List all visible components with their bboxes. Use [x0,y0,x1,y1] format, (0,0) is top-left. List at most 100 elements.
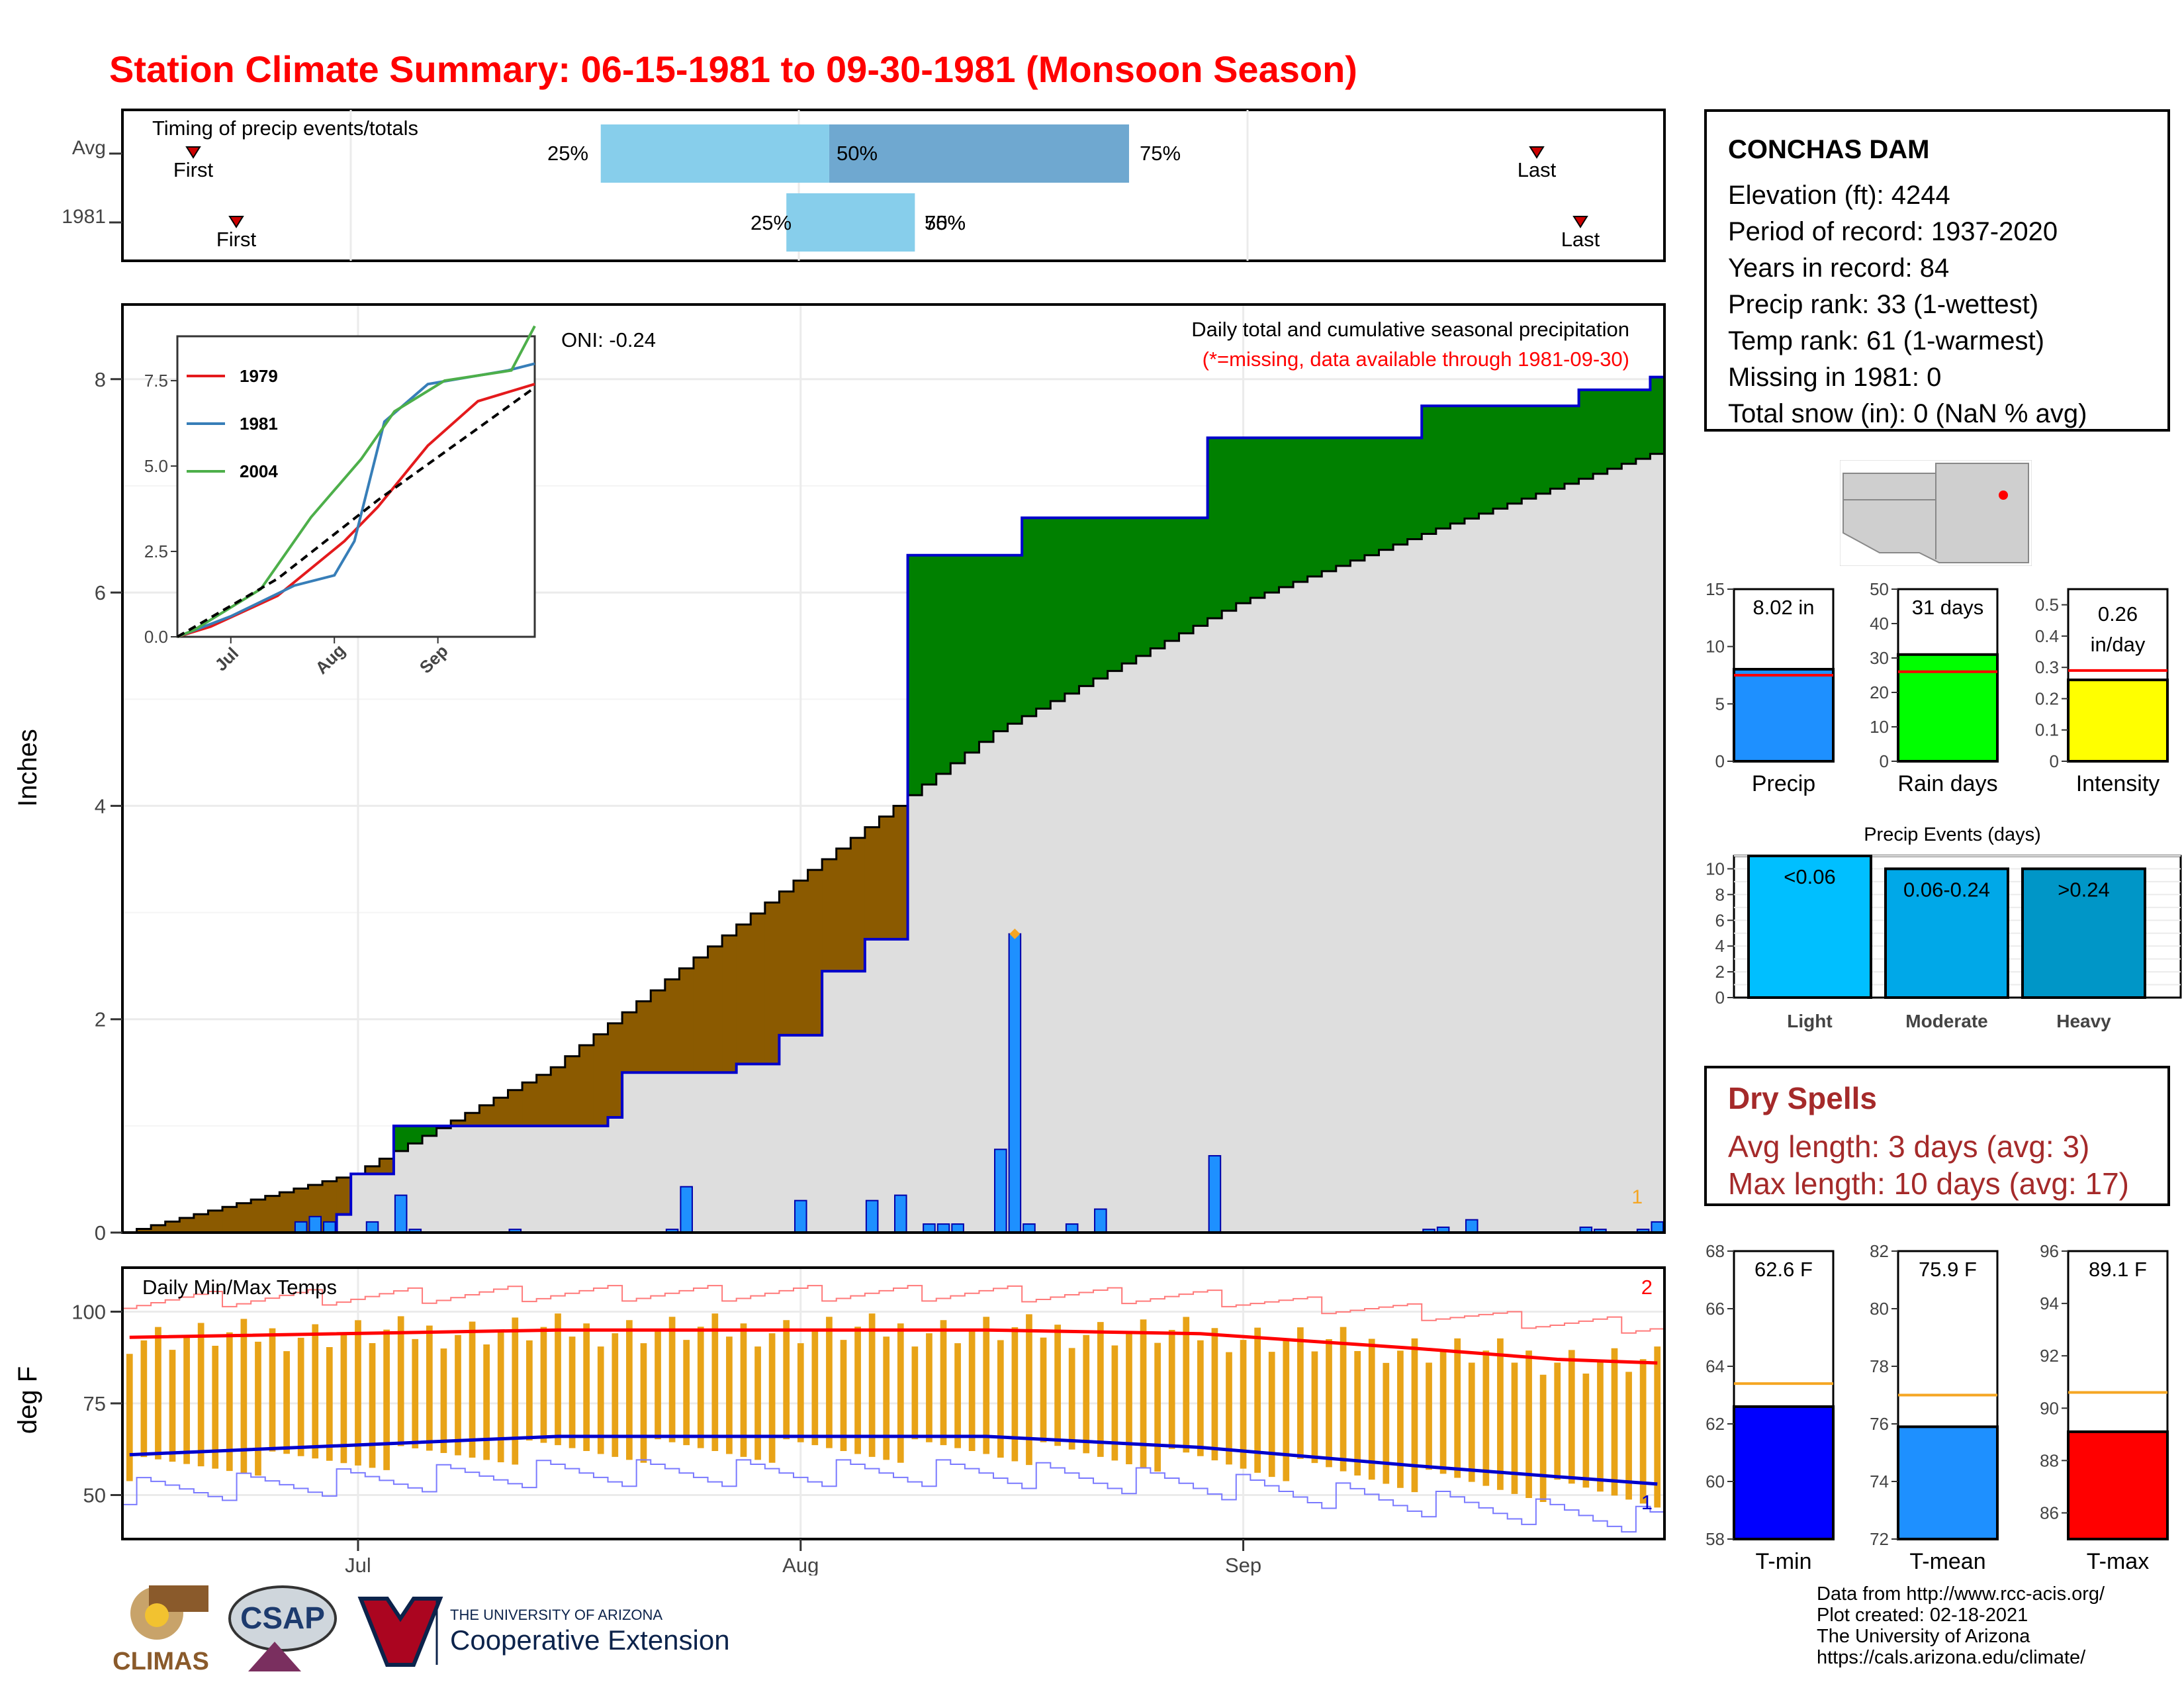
inset-ytick-label: 2.5 [144,541,168,561]
precip-note: (*=missing, data available through 1981-… [1203,348,1629,371]
surplus-column [1222,438,1237,611]
temp-stat-category-label: T-mean [1909,1549,1985,1574]
stat-bar-precip [1733,667,1835,763]
deficit-column [793,880,809,1035]
deficit-column [593,1034,609,1126]
deficit-column [736,924,751,1064]
deficit-column [551,1067,566,1126]
location-map [1840,460,2032,566]
climas-text: CLIMAS [113,1648,209,1675]
surplus-column [907,555,923,796]
stat-ytick-label: 0.4 [2035,626,2059,646]
surplus-column [1250,438,1265,598]
deficit-column [236,1203,251,1233]
surplus-column [1550,406,1565,489]
deficit-column [579,1045,594,1126]
month-tick-label: Aug [782,1554,819,1575]
surplus-column [1407,438,1422,539]
stat-value-label: 8.02 in [1752,596,1814,619]
surplus-column [1079,518,1094,686]
station-elevation: Elevation (ft): 4244 [1728,181,1950,210]
surplus-column [1093,518,1109,679]
credits: Data from http://www.rcc-acis.org/ Plot … [1817,1583,2105,1668]
stat-value-label: 31 days [1912,596,1984,619]
surplus-column [1050,518,1066,702]
events-bar [1884,867,2009,999]
deficit-column [479,1105,494,1126]
temp-corner-top: 2 [1641,1276,1653,1299]
temp-stat-value-label: 89.1 F [2089,1258,2147,1281]
inset-legend-label: 1979 [240,366,278,386]
surplus-column [393,1125,409,1151]
temp-stat-ytick-label: 74 [1870,1472,1889,1491]
daily-precip-bar [994,1149,1007,1234]
station-snow: Total snow (in): 0 (NaN % avg) [1728,399,2087,428]
y1981-last-label: Last [1561,228,1600,251]
surplus-column [1435,406,1451,529]
events-bar [2021,867,2146,999]
surplus-column [1607,389,1622,469]
temp-ytick-label: 50 [83,1484,106,1507]
surplus-column [422,1125,437,1136]
y1981-first-label: First [216,228,257,251]
avg-first-label: First [173,158,214,181]
temp-stat-ytick-label: 62 [1706,1414,1725,1434]
avg-cumulative-line [122,453,1664,1234]
inset-ytick-label: 5.0 [144,456,168,476]
temp-stat-ytick-label: 92 [2040,1346,2059,1366]
surplus-column [993,555,1009,731]
daily-precip-bar [680,1186,693,1233]
timing-row-avg: Avg [72,137,106,159]
credit-url: https://cals.arizona.edu/climate/ [1817,1647,2086,1668]
temp-stat-bar [1733,1405,1835,1540]
deficit-column [565,1056,580,1126]
surplus-column [1193,518,1208,626]
inset-series-line [176,386,536,638]
deficit-column [707,946,723,1073]
surplus-column [1264,438,1280,593]
temp-stat-ytick-label: 60 [1706,1472,1725,1491]
surplus-column [1422,406,1437,534]
temp-stat-ytick-label: 82 [1870,1241,1889,1261]
surplus-column [1650,377,1665,454]
stat-bar-intensity [2067,679,2169,763]
inset-frame [176,335,536,638]
deficit-column [251,1199,266,1233]
station-period: Period of record: 1937-2020 [1728,217,2058,246]
inset-ytick-label: 0.0 [144,627,168,647]
events-ytick-label: 0 [1715,988,1725,1008]
inset-legend-label: 2004 [240,461,278,481]
precip-ytick-label: 4 [95,794,106,818]
events-bar [1747,855,1872,999]
events-bar-label: <0.06 [1784,865,1835,888]
stat-ytick-label: 20 [1870,682,1889,702]
surplus-column [1578,389,1594,479]
deficit-column [165,1221,180,1233]
month-tick-label: Jul [345,1554,371,1575]
temp-stat-value-label: 62.6 F [1754,1258,1813,1281]
ua-big-text: Cooperative Extension [450,1624,730,1656]
precip-ytick-label: 2 [95,1008,106,1031]
stat-value-unit: in/day [2091,633,2146,656]
temp-stat-ytick-label: 90 [2040,1398,2059,1418]
deficit-column [836,848,851,972]
deficit-column [336,1177,351,1215]
y1981-first-marker [228,216,244,228]
stat-ytick-label: 15 [1706,579,1725,599]
temp-stat-ytick-label: 76 [1870,1414,1889,1434]
station-info-box: CONCHAS DAM Elevation (ft): 4244 Period … [1704,109,2170,432]
csap-logo: CSAP [228,1585,337,1671]
inset-series-line [177,383,535,638]
deficit-column [822,859,837,972]
station-location-dot [1999,491,2008,500]
deficit-column [208,1210,223,1233]
timing-label: Timing of precip events/totals [152,117,418,140]
stat-ytick-label: 5 [1715,694,1725,714]
precip-ytick-label: 6 [95,581,106,604]
deficit-column [322,1181,338,1233]
precip-chart: 0 2 4 6 8 Inches ONI: -0.24 Daily total and … [13,303,1666,1244]
events-title: Precip Events (days) [1864,824,2041,845]
avg-iqr-low-bar [600,124,829,183]
temp-stat-ytick-label: 68 [1706,1241,1725,1261]
temp-stat-ytick-label: 78 [1870,1356,1889,1376]
